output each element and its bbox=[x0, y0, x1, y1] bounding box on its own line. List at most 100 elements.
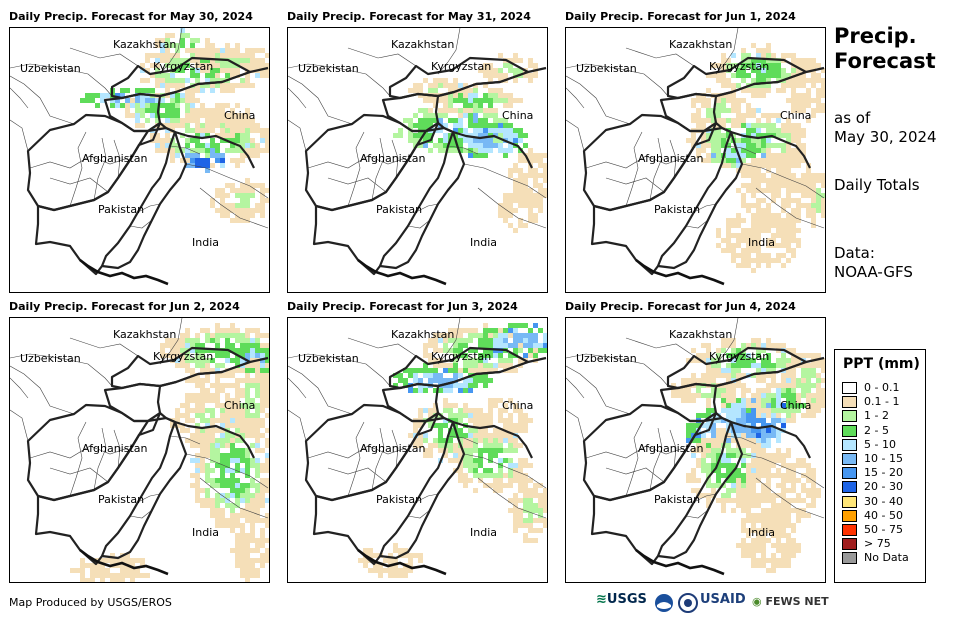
map-label-pakistan: Pakistan bbox=[98, 203, 145, 216]
map-label-india: India bbox=[748, 236, 775, 249]
map-panel: Kazakhstan Uzbekistan Kyrgyzstan China Afgha… bbox=[9, 27, 270, 293]
map-label-uzbekistan: Uzbekistan bbox=[20, 62, 81, 75]
legend-item-label: 10 - 15 bbox=[864, 452, 903, 465]
legend-item-label: 50 - 75 bbox=[864, 523, 903, 536]
country-border bbox=[101, 131, 188, 270]
map-label-afghanistan: Afghanistan bbox=[638, 442, 704, 455]
map-label-kyrgyzstan: Kyrgyzstan bbox=[431, 350, 492, 363]
map-label-kazakhstan: Kazakhstan bbox=[391, 328, 455, 341]
forecast-title-line2: Forecast bbox=[834, 49, 936, 73]
map-label-india: India bbox=[192, 236, 219, 249]
map-panel: Kazakhstan Uzbekistan Kyrgyzstan China Afgha… bbox=[287, 317, 548, 583]
map-label-india: India bbox=[192, 526, 219, 539]
country-border bbox=[103, 382, 162, 423]
precip-map-svg bbox=[288, 318, 547, 578]
province-boundary bbox=[715, 318, 739, 365]
legend-swatch bbox=[842, 424, 857, 437]
legend-item-label: 15 - 20 bbox=[864, 466, 903, 480]
province-boundary bbox=[69, 131, 87, 207]
province-boundary bbox=[437, 28, 461, 75]
province-boundary bbox=[649, 427, 663, 491]
as-of-label: as of bbox=[834, 109, 871, 127]
precip-map-svg bbox=[566, 28, 825, 286]
province-boundary bbox=[185, 163, 269, 199]
map-label-uzbekistan: Uzbekistan bbox=[576, 352, 637, 365]
province-boundary bbox=[327, 467, 387, 483]
province-boundary bbox=[415, 493, 439, 503]
legend-swatch bbox=[842, 467, 857, 480]
legend-swatch bbox=[842, 524, 857, 536]
province-boundary bbox=[407, 509, 431, 519]
map-label-india: India bbox=[470, 236, 497, 249]
legend-swatch bbox=[842, 495, 857, 508]
map-label-china: China bbox=[224, 109, 256, 122]
legend-swatch bbox=[842, 538, 857, 551]
panel-title-2: Daily Precip. Forecast for May 31, 2024 bbox=[287, 10, 531, 23]
panel-title-3: Daily Precip. Forecast for Jun 1, 2024 bbox=[565, 10, 796, 23]
province-boundary bbox=[129, 219, 153, 229]
province-boundary bbox=[10, 377, 29, 442]
province-boundary bbox=[605, 177, 665, 193]
legend-item-label: 0.1 - 1 bbox=[864, 395, 900, 409]
noaa-logo-icon bbox=[655, 594, 673, 612]
province-boundary bbox=[137, 493, 161, 503]
province-boundary bbox=[347, 131, 365, 207]
country-border bbox=[159, 356, 269, 459]
usaid-logo: USAID bbox=[700, 592, 746, 607]
map-label-china: China bbox=[224, 399, 256, 412]
map-label-pakistan: Pakistan bbox=[376, 493, 423, 506]
legend-item-label: 5 - 10 bbox=[864, 437, 896, 451]
province-boundary bbox=[327, 177, 387, 193]
usgs-logo: ≋USGS bbox=[596, 592, 647, 607]
province-boundary bbox=[29, 155, 129, 169]
province-boundary bbox=[447, 435, 479, 445]
province-boundary bbox=[463, 453, 547, 489]
province-boundary bbox=[685, 219, 709, 229]
data-source-value: NOAA-GFS bbox=[834, 263, 913, 281]
province-boundary bbox=[199, 477, 269, 519]
legend-item-label: 40 - 50 bbox=[864, 508, 903, 522]
legend-item-label: 1 - 2 bbox=[864, 409, 889, 423]
province-boundary bbox=[288, 365, 353, 415]
legend-item-label: 0 - 0.1 bbox=[864, 381, 900, 394]
map-label-pakistan: Pakistan bbox=[376, 203, 423, 216]
map-panel: Kazakhstan Uzbekistan Kyrgyzstan China Afgha… bbox=[287, 27, 548, 293]
province-boundary bbox=[10, 75, 75, 125]
province-boundary bbox=[463, 163, 547, 199]
precip-map-svg bbox=[10, 28, 269, 286]
province-boundary bbox=[693, 203, 717, 213]
province-boundary bbox=[159, 318, 183, 365]
map-label-afghanistan: Afghanistan bbox=[360, 442, 426, 455]
legend-item-label: > 75 bbox=[864, 537, 891, 551]
daily-totals-label: Daily Totals bbox=[834, 176, 920, 194]
precip-field bbox=[80, 28, 269, 223]
province-boundary bbox=[288, 377, 307, 442]
province-boundary bbox=[693, 493, 717, 503]
map-label-kazakhstan: Kazakhstan bbox=[669, 328, 733, 341]
map-label-uzbekistan: Uzbekistan bbox=[298, 62, 359, 75]
province-boundary bbox=[93, 137, 107, 201]
province-boundary bbox=[715, 28, 739, 75]
province-boundary bbox=[371, 137, 385, 201]
province-boundary bbox=[625, 131, 643, 207]
map-label-kazakhstan: Kazakhstan bbox=[113, 328, 177, 341]
province-boundary bbox=[288, 353, 391, 387]
map-label-china: China bbox=[780, 109, 812, 122]
forecast-title-line1: Precip. bbox=[834, 24, 917, 48]
map-label-pakistan: Pakistan bbox=[98, 493, 145, 506]
country-border bbox=[34, 126, 177, 276]
map-label-afghanistan: Afghanistan bbox=[360, 152, 426, 165]
province-boundary bbox=[585, 445, 685, 459]
province-boundary bbox=[477, 187, 547, 229]
province-boundary bbox=[437, 318, 461, 365]
province-boundary bbox=[49, 467, 109, 483]
province-boundary bbox=[566, 63, 669, 97]
dos-seal-icon bbox=[678, 593, 698, 613]
legend-swatch bbox=[842, 410, 857, 423]
country-border bbox=[379, 131, 466, 270]
province-boundary bbox=[307, 155, 407, 169]
province-boundary bbox=[669, 429, 677, 469]
country-border bbox=[657, 421, 744, 560]
map-panel: Kazakhstan Uzbekistan Kyrgyzstan China Afgha… bbox=[565, 317, 826, 583]
coastline bbox=[357, 258, 447, 286]
